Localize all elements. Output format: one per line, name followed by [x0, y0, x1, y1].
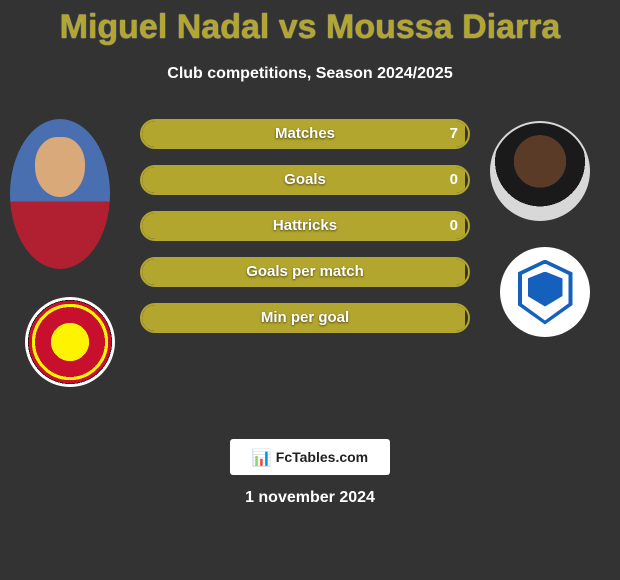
stat-label: Min per goal	[142, 305, 468, 331]
stat-label: Goals	[142, 167, 468, 193]
page-title: Miguel Nadal vs Moussa Diarra	[0, 0, 620, 47]
chart-icon: 📊	[252, 448, 272, 468]
stat-bar-matches: Matches 7	[140, 119, 470, 149]
stat-value-right: 0	[450, 167, 458, 193]
club-left-badge	[25, 297, 115, 387]
player-right-avatar	[490, 121, 590, 221]
player-left-avatar	[10, 119, 110, 269]
source-logo: 📊 FcTables.com	[230, 439, 390, 475]
stat-label: Matches	[142, 121, 468, 147]
subtitle: Club competitions, Season 2024/2025	[0, 65, 620, 83]
stat-label: Goals per match	[142, 259, 468, 285]
stat-value-right: 0	[450, 213, 458, 239]
stat-value-right: 7	[450, 121, 458, 147]
date-label: 1 november 2024	[0, 489, 620, 507]
logo-text: FcTables.com	[276, 449, 368, 465]
comparison-panel: Matches 7 Goals 0 Hattricks 0 Goals per …	[0, 119, 620, 389]
stat-bar-hattricks: Hattricks 0	[140, 211, 470, 241]
stat-bars: Matches 7 Goals 0 Hattricks 0 Goals per …	[140, 119, 470, 349]
club-right-badge	[500, 247, 590, 337]
stat-bar-goals: Goals 0	[140, 165, 470, 195]
stat-bar-min-per-goal: Min per goal	[140, 303, 470, 333]
stat-bar-goals-per-match: Goals per match	[140, 257, 470, 287]
stat-label: Hattricks	[142, 213, 468, 239]
